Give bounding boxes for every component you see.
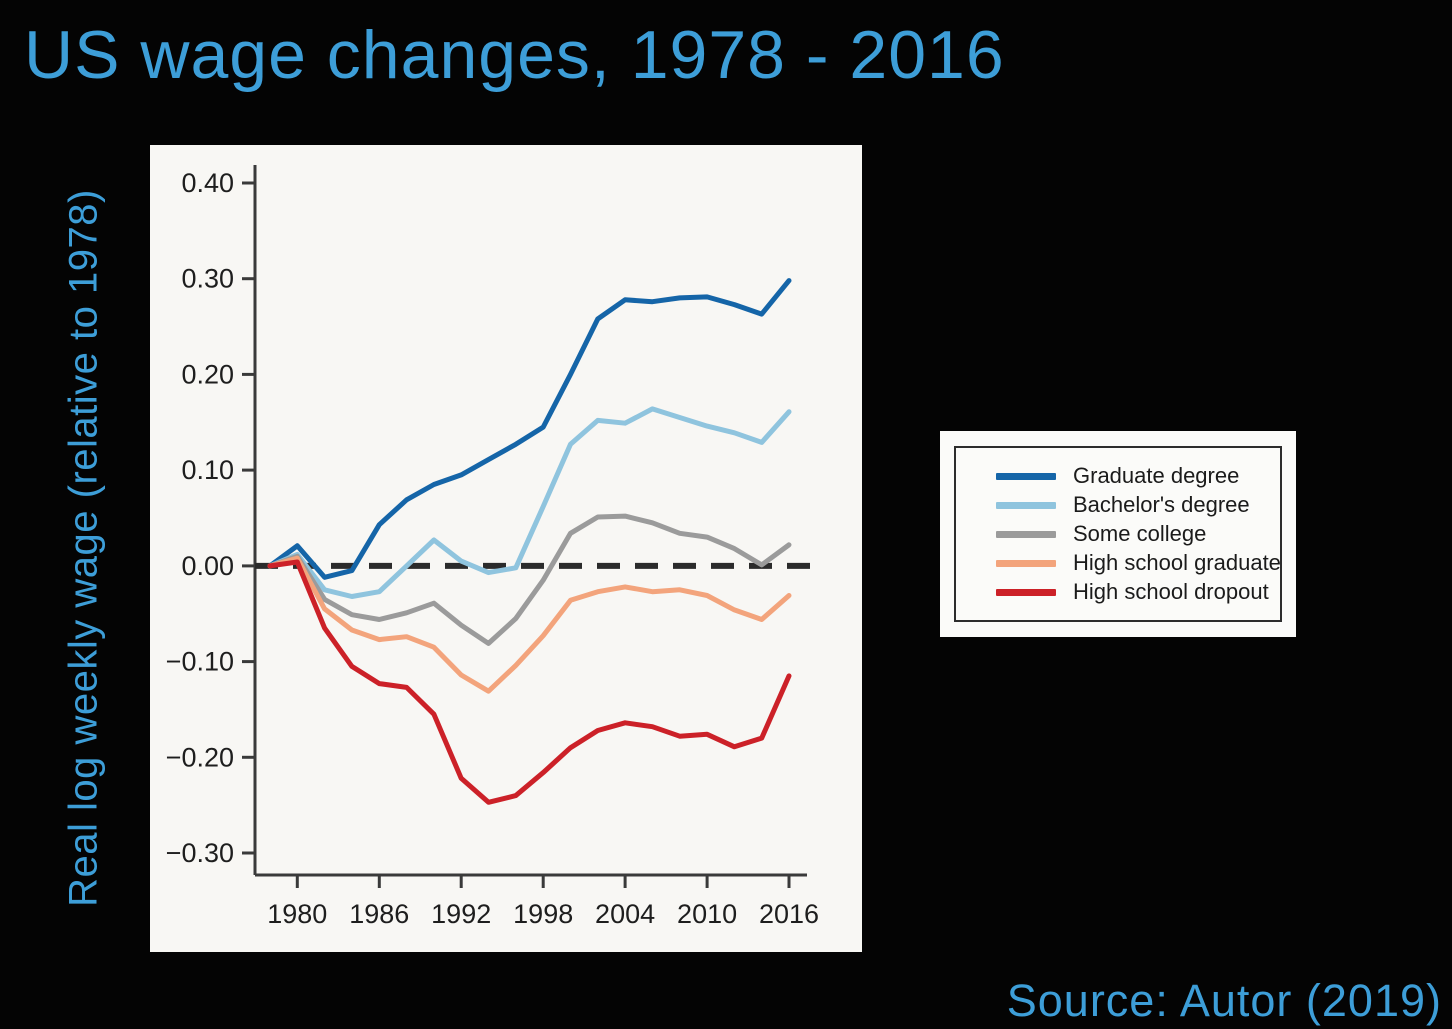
legend-item-high-school-dropout: High school dropout xyxy=(996,579,1281,604)
x-tick-label: 2004 xyxy=(595,899,655,929)
legend-label: Graduate degree xyxy=(1073,463,1240,488)
legend-item-bachelor-s-degree: Bachelor's degree xyxy=(996,492,1281,517)
y-axis-title: Real log weekly wage (relative to 1978) xyxy=(61,189,106,907)
y-tick-label: 0.30 xyxy=(181,264,234,294)
x-tick-label: 1980 xyxy=(267,899,327,929)
legend-swatch-graduate-degree xyxy=(996,472,1056,480)
series-bachelor-s-degree xyxy=(267,406,792,599)
source-credit: Source: Autor (2019) xyxy=(1006,975,1442,1026)
legend-item-high-school-graduate: High school graduate xyxy=(996,550,1281,575)
legend-label: Some college xyxy=(1073,521,1207,546)
y-tick-label: 0.10 xyxy=(181,455,234,485)
x-tick-label: 2016 xyxy=(759,899,819,929)
x-tick-label: 1986 xyxy=(349,899,409,929)
x-tick-label: 1992 xyxy=(431,899,491,929)
legend-label: Bachelor's degree xyxy=(1073,492,1250,517)
legend-swatch-some-college xyxy=(996,530,1056,538)
page-title: US wage changes, 1978 - 2016 xyxy=(24,17,1005,93)
legend-swatch-bachelor-s-degree xyxy=(996,501,1056,509)
legend-item-graduate-degree: Graduate degree xyxy=(996,463,1281,488)
chart-panel: 0.40 0.30 0.20 0.10 0.00 −0.10 −0.20 −0.30 1980 1… xyxy=(150,145,862,952)
legend-rows: Graduate degree Bachelor's degree Some col… xyxy=(956,448,1281,620)
y-tick-label: 0.00 xyxy=(181,551,234,581)
y-tick-label: −0.20 xyxy=(166,742,234,772)
legend-item-some-college: Some college xyxy=(996,521,1281,546)
legend-label: High school graduate xyxy=(1073,550,1281,575)
y-tick-label: 0.20 xyxy=(181,359,234,389)
series-graduate-degree xyxy=(267,278,792,580)
wage-line-chart: 0.40 0.30 0.20 0.10 0.00 −0.10 −0.20 −0.30 1980 1… xyxy=(166,165,819,929)
x-tick-label: 1998 xyxy=(513,899,573,929)
series-some-college xyxy=(267,513,792,646)
legend-swatch-high-school-dropout xyxy=(996,588,1056,596)
series-high-school-dropout xyxy=(267,559,792,805)
chart-legend: Graduate degree Bachelor's degree Some col… xyxy=(940,431,1296,637)
legend-border: Graduate degree Bachelor's degree Some col… xyxy=(954,446,1282,622)
legend-label: High school dropout xyxy=(1073,579,1269,604)
x-tick-label: 2010 xyxy=(677,899,737,929)
y-tick-label: −0.10 xyxy=(166,647,234,677)
legend-swatch-high-school-graduate xyxy=(996,559,1056,567)
series-high-school-graduate xyxy=(267,555,792,694)
y-tick-label: 0.40 xyxy=(181,168,234,198)
y-tick-label: −0.30 xyxy=(166,838,234,868)
